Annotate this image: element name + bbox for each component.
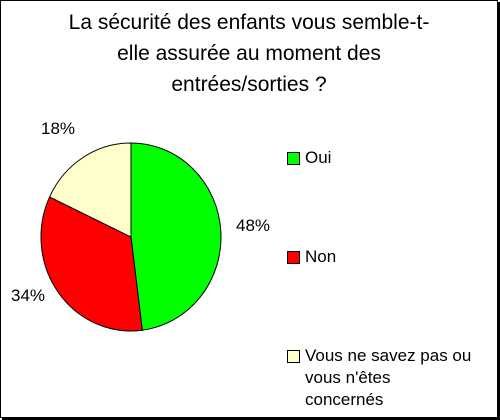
pie-slice-oui: [130, 142, 222, 331]
pie-slice-ne-savez-pas: [48, 142, 132, 238]
legend-swatch-non: [287, 251, 300, 264]
legend-item-ne-savez-pas: Vous ne savez pas ou vous n'êtes concern…: [287, 345, 471, 411]
legend-label-oui: Oui: [305, 148, 332, 167]
legend-swatch-oui: [287, 152, 300, 165]
legend-item-non: Non: [287, 246, 336, 268]
pie-label-oui: 48%: [236, 216, 270, 235]
legend-item-oui: Oui: [287, 147, 331, 169]
pie-label-non: 34%: [11, 286, 45, 305]
legend-label-non: Non: [305, 247, 337, 266]
legend-label-ne-savez-pas: Vous ne savez pas ou vous n'êtes concern…: [305, 346, 472, 409]
chart-title: La sécurité des enfants vous semble-t- e…: [68, 11, 430, 96]
pie-label-ne-savez-pas: 18%: [41, 119, 75, 138]
legend-swatch-ne-savez-pas: [287, 350, 300, 363]
